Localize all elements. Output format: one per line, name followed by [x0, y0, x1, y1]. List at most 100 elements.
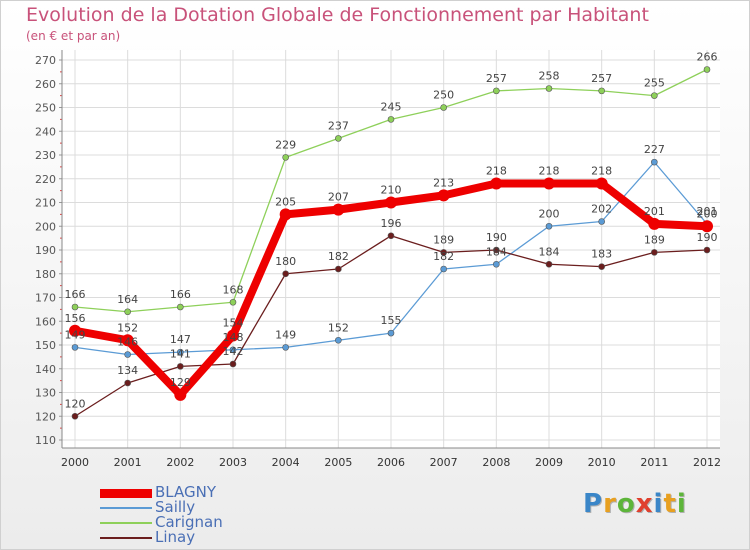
chart-subtitle: (en € et par an)	[26, 29, 121, 43]
data-label-carignan: 266	[697, 51, 718, 64]
data-point-carignan	[493, 87, 500, 95]
data-point-linay	[124, 379, 131, 387]
data-point-sailly	[282, 344, 289, 351]
data-label-blagny: 218	[591, 165, 612, 178]
data-point-blagny	[174, 388, 187, 401]
y-tick-label: 120	[35, 410, 56, 423]
data-label-carignan: 258	[539, 70, 560, 83]
data-point-blagny	[121, 334, 134, 347]
data-point-sailly	[229, 346, 237, 354]
x-tick-label: 2001	[114, 456, 142, 469]
data-point-blagny	[701, 220, 713, 233]
data-label-sailly: 182	[433, 250, 454, 263]
data-point-blagny	[227, 329, 239, 342]
data-point-blagny	[69, 324, 81, 337]
data-point-blagny	[385, 196, 397, 209]
data-label-blagny: 218	[486, 165, 507, 178]
data-point-sailly	[177, 348, 184, 356]
x-tick-label: 2005	[324, 456, 352, 469]
data-label-carignan: 257	[486, 72, 507, 85]
data-label-linay: 141	[170, 347, 191, 360]
data-label-sailly: 184	[486, 245, 507, 258]
data-label-sailly: 201	[697, 205, 718, 218]
y-tick-label: 230	[35, 149, 56, 162]
data-label-carignan: 255	[644, 77, 665, 90]
data-label-carignan: 250	[433, 89, 454, 102]
data-label-linay: 196	[381, 217, 402, 230]
data-point-carignan	[651, 92, 658, 99]
data-label-sailly: 202	[591, 203, 612, 216]
data-point-linay	[387, 232, 395, 240]
y-tick-label: 270	[35, 54, 56, 67]
data-point-sailly	[387, 329, 395, 337]
data-label-blagny: 205	[275, 195, 296, 208]
data-point-sailly	[124, 351, 131, 358]
data-label-sailly: 149	[275, 328, 296, 341]
x-tick-label: 2003	[219, 456, 247, 469]
data-label-sailly: 200	[539, 207, 560, 220]
data-label-carignan: 166	[65, 288, 86, 301]
y-tick-label: 200	[35, 220, 56, 233]
data-label-linay: 184	[539, 245, 560, 258]
data-point-linay	[545, 260, 553, 268]
legend-label: Carignan	[155, 513, 223, 531]
data-point-carignan	[387, 116, 395, 123]
data-label-blagny: 200	[697, 207, 718, 220]
data-point-sailly	[335, 336, 342, 344]
data-label-sailly: 155	[381, 314, 402, 327]
data-label-blagny: 129	[170, 376, 191, 389]
y-tick-label: 190	[35, 244, 56, 257]
data-label-linay: 189	[433, 233, 454, 246]
data-point-sailly	[598, 218, 605, 225]
data-point-sailly	[651, 158, 658, 166]
data-point-blagny	[490, 177, 503, 190]
data-label-linay: 189	[644, 233, 665, 246]
y-tick-label: 220	[35, 173, 56, 186]
data-point-sailly	[493, 260, 500, 268]
data-point-carignan	[703, 66, 711, 73]
x-tick-label: 2009	[535, 456, 563, 469]
data-point-carignan	[124, 308, 131, 316]
data-point-carignan	[598, 87, 605, 95]
legend-label: Linay	[155, 528, 196, 546]
data-point-linay	[71, 412, 79, 420]
x-tick-label: 2012	[693, 456, 721, 469]
data-point-linay	[703, 246, 711, 254]
legend-swatch	[100, 537, 152, 539]
y-tick-label: 150	[35, 339, 56, 352]
data-label-sailly: 148	[223, 331, 244, 344]
data-point-linay	[177, 363, 184, 370]
data-label-blagny: 218	[539, 165, 560, 178]
data-label-blagny: 154	[223, 317, 244, 330]
chart-title: Evolution de la Dotation Globale de Fonc…	[26, 4, 649, 26]
data-label-blagny: 201	[644, 205, 665, 218]
data-point-carignan	[335, 135, 342, 142]
data-point-linay	[335, 265, 342, 273]
x-tick-label: 2000	[61, 456, 89, 469]
y-tick-label: 140	[35, 363, 56, 376]
data-point-carignan	[177, 303, 184, 311]
proxiti-logo: Proxiti	[583, 489, 687, 519]
data-point-linay	[598, 263, 605, 270]
data-label-carignan: 245	[381, 100, 402, 113]
data-label-linay: 120	[65, 397, 86, 410]
data-point-blagny	[595, 177, 608, 190]
data-label-linay: 183	[591, 248, 612, 261]
y-tick-label: 180	[35, 268, 56, 281]
x-tick-label: 2008	[482, 456, 510, 469]
data-point-carignan	[282, 154, 289, 161]
y-tick-label: 210	[35, 197, 56, 210]
data-label-blagny: 213	[433, 176, 454, 189]
data-point-linay	[282, 270, 289, 278]
data-label-blagny: 152	[117, 321, 138, 334]
data-point-carignan	[71, 303, 79, 311]
data-label-carignan: 229	[275, 138, 296, 151]
legend-label: BLAGNY	[155, 483, 216, 501]
data-point-linay	[440, 249, 447, 256]
data-label-carignan: 164	[117, 293, 138, 306]
data-point-carignan	[229, 298, 237, 306]
legend-swatch	[100, 507, 152, 509]
data-label-linay: 180	[275, 255, 296, 268]
data-label-sailly: 152	[328, 321, 349, 334]
